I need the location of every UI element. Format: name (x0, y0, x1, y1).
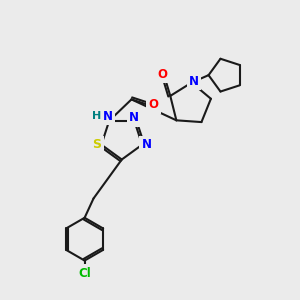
Text: N: N (142, 138, 152, 151)
Text: O: O (149, 98, 159, 111)
Text: N: N (189, 75, 199, 88)
Text: Cl: Cl (78, 266, 91, 280)
Text: N: N (129, 111, 139, 124)
Text: S: S (92, 138, 101, 151)
Text: N: N (103, 110, 113, 123)
Text: O: O (158, 68, 168, 81)
Text: H: H (92, 111, 101, 121)
